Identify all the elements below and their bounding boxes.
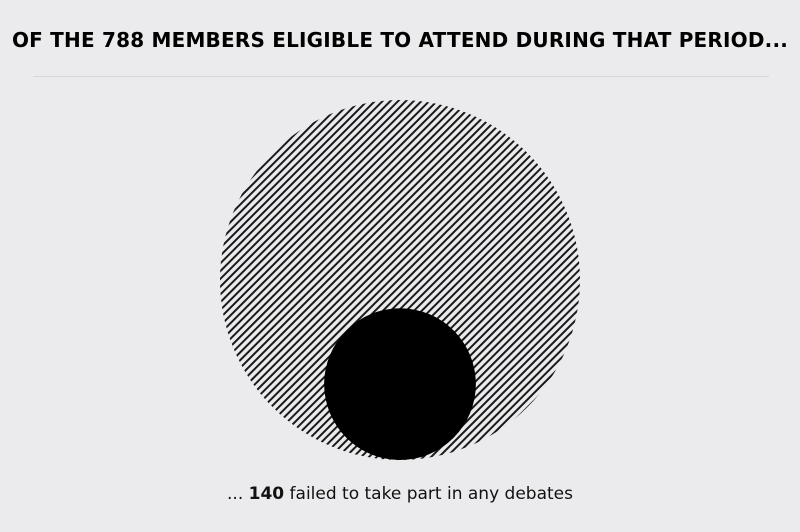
caption-suffix: failed to take part in any debates [289,484,573,504]
caption-prefix: ... [227,484,244,504]
non-participants-circle [324,308,476,460]
title-divider [33,76,769,77]
caption-number: 140 [248,484,285,504]
chart-title: OF THE 788 MEMBERS ELIGIBLE TO ATTEND DU… [11,28,789,52]
total-members-circle [220,100,580,460]
chart-caption: ... 140 failed to take part in any debat… [0,484,800,504]
